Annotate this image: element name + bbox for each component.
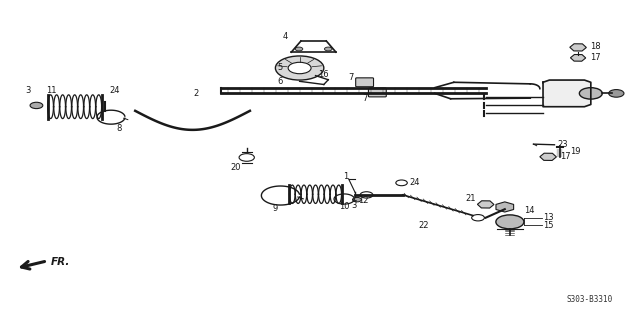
Text: 2: 2 [193, 89, 198, 98]
Text: S303-B3310: S303-B3310 [567, 295, 613, 304]
Text: 3: 3 [351, 201, 356, 210]
Text: 24: 24 [409, 178, 420, 187]
Text: 15: 15 [543, 220, 554, 229]
Text: 3: 3 [26, 86, 31, 95]
Text: 22: 22 [419, 220, 429, 229]
Text: 5: 5 [278, 62, 283, 72]
Text: 9: 9 [273, 204, 278, 213]
Circle shape [609, 90, 624, 97]
Text: 17: 17 [590, 53, 601, 62]
Text: 12: 12 [358, 196, 369, 205]
FancyBboxPatch shape [369, 88, 387, 97]
Text: FR.: FR. [51, 257, 70, 267]
Circle shape [324, 47, 332, 51]
Text: 7: 7 [348, 73, 353, 82]
Circle shape [579, 88, 602, 99]
Text: 13: 13 [543, 213, 554, 222]
Text: 23: 23 [557, 140, 568, 149]
Text: 18: 18 [590, 42, 601, 51]
Circle shape [353, 197, 362, 202]
Text: 16: 16 [318, 70, 328, 79]
Text: 6: 6 [278, 77, 283, 86]
Text: 11: 11 [46, 86, 56, 95]
FancyBboxPatch shape [356, 78, 374, 87]
Circle shape [496, 215, 524, 229]
Text: 1: 1 [343, 172, 348, 181]
Circle shape [288, 62, 311, 74]
Text: 8: 8 [116, 124, 122, 133]
Text: 14: 14 [524, 206, 534, 215]
Text: 17: 17 [559, 152, 570, 161]
Circle shape [295, 47, 303, 51]
Text: 21: 21 [466, 194, 476, 203]
Circle shape [30, 102, 43, 108]
Polygon shape [543, 80, 591, 107]
Text: 20: 20 [230, 163, 241, 172]
Text: 10: 10 [339, 203, 349, 212]
Text: 7: 7 [362, 94, 367, 103]
Text: 19: 19 [570, 147, 580, 156]
Text: 24: 24 [109, 86, 120, 95]
Text: 4: 4 [282, 32, 287, 41]
Circle shape [275, 56, 324, 80]
